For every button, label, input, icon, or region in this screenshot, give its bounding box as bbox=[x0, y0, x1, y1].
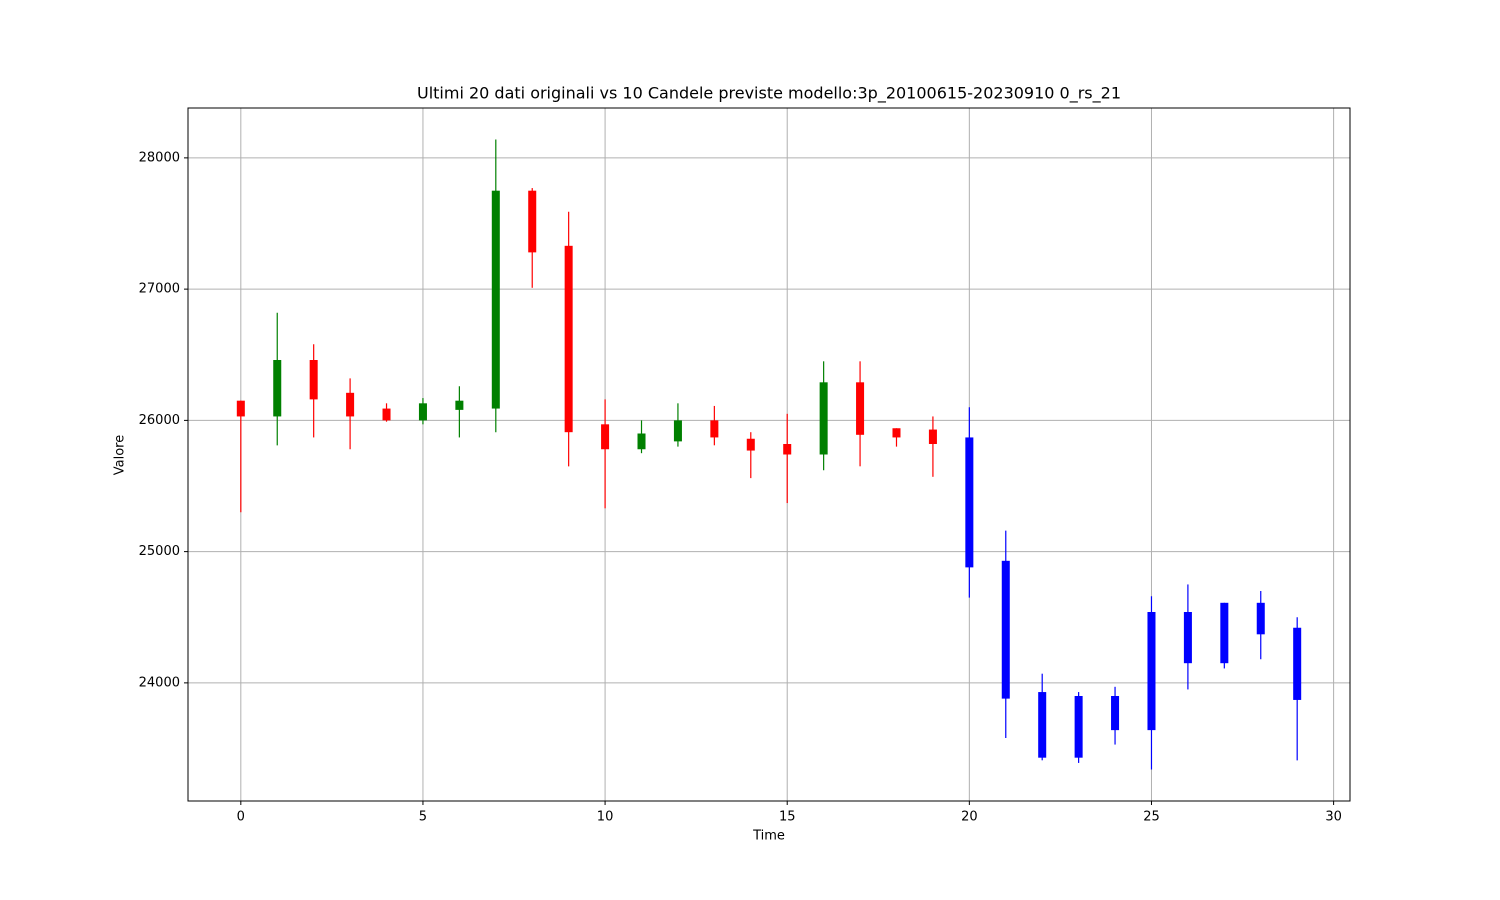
candle-body bbox=[783, 444, 792, 455]
plot-frame bbox=[187, 107, 1351, 802]
y-tick-label: 26000 bbox=[139, 413, 180, 428]
candle-body bbox=[236, 400, 245, 417]
x-tick-label: 0 bbox=[237, 810, 245, 825]
candle-body bbox=[346, 392, 355, 417]
candle-body bbox=[564, 245, 573, 433]
candle-body bbox=[382, 408, 391, 421]
candle-body bbox=[637, 433, 646, 450]
candle-body bbox=[1147, 612, 1156, 731]
x-tick-label: 25 bbox=[1143, 810, 1160, 825]
plot-area bbox=[188, 108, 1350, 801]
x-tick-label: 30 bbox=[1325, 810, 1342, 825]
candle-body bbox=[1111, 696, 1120, 731]
candle-body bbox=[309, 360, 318, 400]
candle-body bbox=[1220, 602, 1229, 664]
candle-body bbox=[601, 424, 610, 450]
candle-body bbox=[819, 382, 828, 455]
candle-body bbox=[273, 360, 282, 417]
y-tick-label: 25000 bbox=[139, 544, 180, 559]
candle-body bbox=[455, 400, 464, 410]
candle-body bbox=[1183, 612, 1192, 664]
candle-body bbox=[892, 428, 901, 438]
candle-body bbox=[928, 429, 937, 444]
x-tick-label: 10 bbox=[597, 810, 614, 825]
candle-body bbox=[418, 403, 427, 421]
y-tick-label: 24000 bbox=[139, 675, 180, 690]
candle-body bbox=[528, 190, 537, 253]
y-tick-label: 27000 bbox=[139, 282, 180, 297]
y-axis-label: Valore bbox=[113, 435, 128, 475]
candle-body bbox=[746, 438, 755, 451]
candle-body bbox=[1293, 627, 1302, 700]
x-tick-label: 20 bbox=[961, 810, 978, 825]
x-axis-label: Time bbox=[752, 829, 785, 844]
y-tick-label: 28000 bbox=[139, 150, 180, 165]
candle-body bbox=[491, 190, 500, 409]
candle-body bbox=[1074, 696, 1083, 758]
candle-body bbox=[1038, 692, 1047, 758]
x-tick-label: 15 bbox=[779, 810, 796, 825]
candle-body bbox=[856, 382, 865, 435]
candle-body bbox=[673, 420, 682, 442]
candle-body bbox=[1001, 560, 1010, 699]
candle-body bbox=[965, 437, 974, 568]
candle-body bbox=[710, 420, 719, 438]
x-tick-label: 5 bbox=[419, 810, 427, 825]
chart-title: Ultimi 20 dati originali vs 10 Candele p… bbox=[417, 84, 1121, 104]
candle-body bbox=[1256, 602, 1265, 635]
